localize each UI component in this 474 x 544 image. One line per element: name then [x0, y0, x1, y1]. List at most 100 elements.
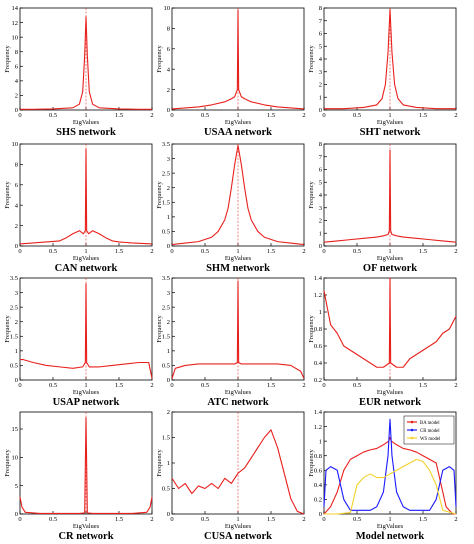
x-tick-label: 1	[388, 516, 391, 523]
y-tick-label: 0	[319, 243, 322, 250]
x-axis-label: EigValues	[225, 255, 252, 262]
panel-title: Model network	[355, 531, 425, 542]
chart-panel-1: 0 0.5 1 1.5 2 0 2 4 6 8 10 12 14 EigValues Frequency SH…	[4, 5, 156, 140]
x-tick-label: 0.5	[201, 112, 209, 119]
x-axis-label: EigValues	[225, 523, 252, 530]
x-tick-label: 2	[302, 516, 305, 523]
panel-title: CAN network	[54, 263, 118, 274]
y-tick-label: 0	[15, 377, 18, 384]
x-tick-label: 1	[236, 248, 239, 255]
y-tick-label: 0.5	[162, 486, 170, 493]
x-axis-label: EigValues	[377, 523, 404, 530]
x-tick-label: 1	[388, 112, 391, 119]
y-tick-label: 1.5	[162, 333, 170, 340]
y-tick-label: 0.8	[314, 326, 322, 333]
y-tick-label: 12	[12, 20, 19, 27]
x-tick-label: 1.5	[115, 516, 123, 523]
y-tick-label: 3	[167, 156, 170, 163]
panel-title: CR network	[58, 531, 114, 542]
x-tick-label: 2	[454, 382, 457, 389]
x-tick-label: 1.5	[267, 382, 275, 389]
chart-panel-9: 0 0.5 1 1.5 2 0.2 0.4 0.6 0.8 1 1.2 1.4 EigValues Fre…	[308, 275, 460, 410]
y-tick-label: 3.5	[10, 275, 18, 282]
x-tick-label: 0.5	[353, 382, 361, 389]
x-tick-label: 1.5	[115, 248, 123, 255]
x-tick-label: 0	[18, 248, 21, 255]
x-tick-label: 0.5	[353, 248, 361, 255]
y-tick-label: 0.5	[10, 363, 18, 370]
series-line-1	[324, 8, 456, 110]
x-tick-label: 1	[236, 112, 239, 119]
chart-svg: 0 0.5 1 1.5 2 0.2 0.4 0.6 0.8 1 1.2 1.4 EigValues Fre…	[308, 275, 458, 396]
chart-svg: 0 0.5 1 1.5 2 0 0.5 1 1.5 2 2.5 3 3.5 EigValues Freque…	[4, 275, 154, 396]
y-tick-label: 0	[167, 107, 170, 114]
y-tick-label: 0.2	[314, 497, 322, 504]
x-axis-label: EigValues	[73, 389, 100, 396]
chart-svg: 0 0.5 1 1.5 2 0 0.5 1 1.5 2 2.5 3 3.5 EigValues Freque…	[156, 141, 306, 262]
y-tick-label: 1.5	[162, 435, 170, 442]
x-tick-label: 1.5	[267, 516, 275, 523]
y-tick-label: 10	[12, 141, 19, 148]
legend-label: WS model	[420, 437, 441, 442]
y-tick-label: 2	[167, 87, 170, 94]
y-tick-label: 6	[319, 167, 323, 174]
y-tick-label: 0.4	[314, 360, 323, 367]
x-tick-label: 2	[150, 382, 153, 389]
x-tick-label: 1.5	[419, 382, 427, 389]
x-axis-label: EigValues	[225, 389, 252, 396]
y-tick-label: 1	[167, 214, 170, 221]
legend-marker	[410, 420, 414, 424]
y-tick-label: 7	[319, 18, 323, 25]
y-tick-label: 4	[167, 66, 171, 73]
x-tick-label: 2	[150, 248, 153, 255]
y-tick-label: 15	[12, 426, 19, 433]
series-line-1	[20, 283, 153, 379]
x-tick-label: 1.5	[419, 248, 427, 255]
x-tick-label: 1.5	[267, 248, 275, 255]
series-line-1	[20, 16, 152, 110]
x-tick-label: 2	[150, 516, 153, 523]
chart-svg: 0 0.5 1 1.5 2 0 2 4 6 8 10 EigValues Frequency	[4, 141, 154, 262]
y-tick-label: 8	[15, 49, 18, 56]
y-tick-label: 1	[319, 438, 322, 445]
y-tick-label: 10	[12, 455, 19, 462]
x-tick-label: 2	[454, 112, 457, 119]
y-tick-label: 1.2	[314, 292, 322, 299]
y-tick-label: 3	[15, 290, 18, 297]
y-tick-label: 2	[319, 218, 322, 225]
x-tick-label: 1	[84, 112, 87, 119]
x-tick-label: 0	[322, 516, 325, 523]
x-tick-label: 0	[322, 382, 325, 389]
y-axis-label: Frequency	[308, 449, 315, 477]
chart-svg: 0 0.5 1 1.5 2 0 2 4 6 8 10 12 14 EigValues Frequency	[4, 5, 154, 126]
chart-panel-11: 0 0.5 1 1.5 2 0 0.5 1 1.5 2 EigValues Frequency CUSA…	[156, 409, 308, 544]
y-tick-label: 0.4	[314, 482, 323, 489]
legend: BA model CR model WS model	[403, 415, 455, 445]
y-tick-label: 0	[15, 107, 18, 114]
x-tick-label: 0.5	[49, 382, 57, 389]
y-axis-label: Frequency	[308, 45, 315, 73]
y-tick-label: 3	[319, 69, 322, 76]
panel-title: SHT network	[359, 127, 421, 138]
x-axis-label: EigValues	[377, 119, 404, 126]
y-tick-label: 2.5	[162, 304, 170, 311]
y-tick-label: 8	[167, 26, 170, 33]
x-axis-label: EigValues	[225, 119, 252, 126]
y-tick-label: 10	[164, 5, 171, 12]
panel-title: USAP network	[52, 397, 120, 408]
y-tick-label: 0.5	[162, 229, 170, 236]
chart-panel-10: 0 0.5 1 1.5 2 0 5 10 15 EigValues Frequency CR netw…	[4, 410, 156, 544]
y-tick-label: 14	[12, 5, 19, 12]
y-axis-label: Frequency	[156, 181, 163, 209]
y-tick-label: 1	[319, 94, 322, 101]
y-axis-label: Frequency	[4, 449, 11, 477]
x-tick-label: 0	[170, 516, 173, 523]
y-tick-label: 5	[319, 43, 322, 50]
y-tick-label: 0	[319, 511, 322, 518]
y-tick-label: 5	[319, 179, 322, 186]
panel-title: OF network	[362, 263, 418, 274]
x-axis-label: EigValues	[73, 523, 100, 530]
x-tick-label: 1	[84, 248, 87, 255]
chart-panel-3: 0 0.5 1 1.5 2 0 1 2 3 4 5 6 7 8 EigValues Frequency SHT …	[308, 5, 460, 140]
x-tick-label: 0	[322, 248, 325, 255]
